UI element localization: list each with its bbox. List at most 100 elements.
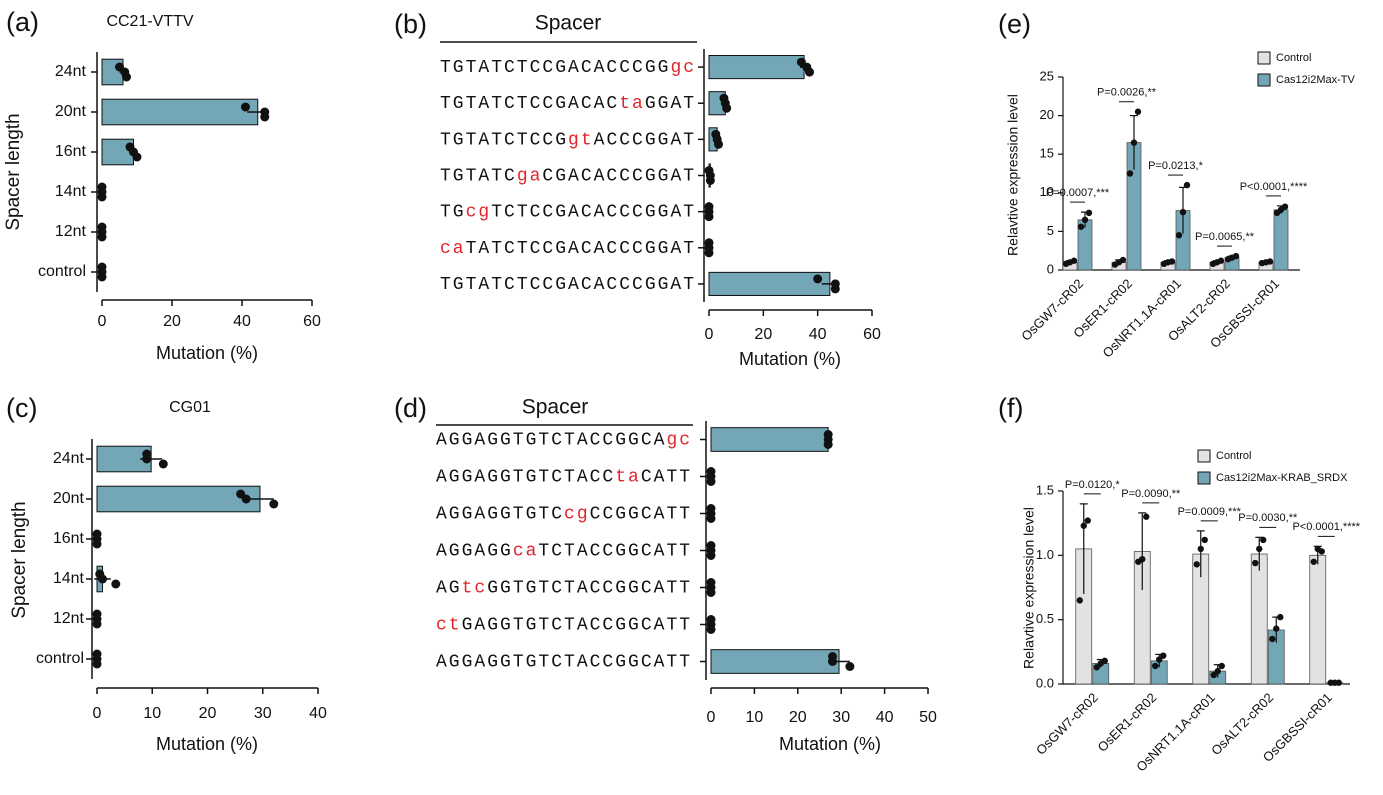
replicate-dot [1318, 548, 1325, 555]
bar [101, 98, 259, 126]
category-label: AGGAGGTGTCcgCCGGCATT [436, 504, 692, 524]
panel-label: (b) [394, 9, 427, 39]
replicate-dot [1168, 258, 1176, 265]
significance-label: P=0.0007,*** [1046, 187, 1110, 199]
replicate-dot [722, 103, 732, 113]
column-header: Spacer [522, 396, 589, 419]
category-label: TGTATCgaCGACACCCGGAT [440, 166, 696, 186]
significance-label: P=0.0009,*** [1178, 506, 1242, 518]
category-label: caTATCTCCGACACCCGGAT [440, 239, 696, 259]
sequence-part: ACCCGGAT [594, 130, 696, 150]
replicate-dot [845, 662, 855, 671]
sequence-part: ta [619, 94, 645, 114]
y-axis-label: Relavtive expression level [1005, 94, 1021, 256]
legend-label: Cas12i2Max-KRAB_SRDX [1216, 472, 1348, 484]
replicate-dot [1281, 203, 1289, 210]
replicate-dot [111, 579, 121, 589]
sequence-part: TGTATC [440, 166, 517, 186]
y-tick-label: 0.0 [1036, 675, 1054, 690]
replicate-dot [704, 212, 714, 222]
sequence-part: TGTATCTCCGACAC [440, 94, 619, 114]
sequence-part: GGTGTCTACCGGCATT [487, 578, 692, 598]
x-tick-label: 30 [832, 709, 850, 726]
significance-label: P<0.0001,**** [1292, 521, 1360, 533]
significance-label: P=0.0026,** [1097, 87, 1157, 99]
chart-title: CC21-VTTV [106, 13, 193, 30]
y-tick-label: 0.5 [1036, 611, 1054, 626]
replicate-dot [704, 248, 714, 258]
category-label: 12nt [53, 610, 85, 627]
category-label: 12nt [55, 223, 87, 240]
replicate-dot [1156, 656, 1163, 663]
x-tick-label: 10 [746, 709, 764, 726]
x-tick-label: 0 [98, 313, 107, 330]
category-label: 14nt [53, 570, 85, 587]
y-axis-label: Spacer length [9, 501, 30, 618]
replicate-dot [1218, 662, 1225, 670]
significance-label: P=0.0120,* [1065, 479, 1120, 491]
replicate-dot [1252, 559, 1259, 567]
x-tick-label: 20 [199, 705, 217, 722]
sequence-part: AGGAGGTGTCTACCGGCATT [436, 652, 692, 672]
replicate-dot [1101, 657, 1108, 665]
y-tick-label: 10 [1040, 184, 1054, 199]
replicate-dot [1070, 257, 1078, 264]
x-tick-label: 0 [705, 326, 714, 343]
replicate-dot [132, 152, 142, 162]
sequence-part: cg [466, 202, 492, 222]
replicate-dot [1081, 216, 1089, 224]
replicate-dot [1193, 561, 1200, 568]
sequence-part: ca [440, 239, 466, 259]
category-label: 24nt [53, 450, 85, 467]
replicate-dot [1260, 536, 1267, 544]
legend-swatch [1257, 73, 1271, 87]
sequence-part: ga [517, 166, 543, 186]
sequence-part: TCTACCGGCATT [538, 541, 692, 561]
replicate-dot [1076, 597, 1083, 604]
replicate-dot [706, 551, 716, 560]
y-axis-label: Relavtive expression level [1021, 507, 1037, 669]
bar [96, 485, 261, 513]
x-tick-label: 0 [707, 709, 716, 726]
sequence-part: TATCTCCGACACCCGGAT [466, 239, 696, 259]
bar [708, 55, 805, 80]
sequence-part: GAGGTGTCTACCGGCATT [462, 615, 692, 635]
category-label: TGTATCTCCGgtACCCGGAT [440, 130, 696, 150]
x-tick-label: 60 [863, 326, 881, 343]
category-label: TGTATCTCCGACACCCGGAT [440, 275, 696, 295]
replicate-dot [1210, 671, 1217, 679]
replicate-dot [1217, 257, 1225, 264]
y-tick-label: 5 [1047, 223, 1054, 238]
category-label: TGcgTCTCCGACACCCGGAT [440, 202, 696, 222]
replicate-dot [1179, 208, 1187, 216]
panel-label: (d) [394, 393, 427, 423]
replicate-dot [1119, 256, 1127, 264]
replicate-dot [1077, 223, 1085, 230]
sequence-part: GGAT [645, 94, 696, 114]
y-tick-label: 15 [1040, 146, 1054, 161]
replicate-dot [1126, 170, 1134, 177]
category-label: 20nt [53, 490, 85, 507]
sequence-part: gc [670, 58, 696, 78]
bar [710, 649, 840, 674]
replicate-dot [97, 192, 107, 202]
replicate-dot [714, 139, 724, 149]
sequence-part: ca [513, 541, 539, 561]
bar [1309, 554, 1327, 685]
significance-label: P=0.0090,** [1121, 488, 1181, 500]
category-label: 16nt [55, 143, 87, 160]
replicate-dot [1093, 664, 1100, 671]
panel-label: (f) [998, 393, 1023, 423]
replicate-dot [92, 539, 102, 549]
y-tick-label: 1.5 [1036, 482, 1054, 497]
x-axis-label: Mutation (%) [779, 734, 881, 754]
replicate-dot [1214, 667, 1221, 675]
replicate-dot [1143, 513, 1150, 520]
replicate-dot [92, 659, 102, 669]
category-label: TGTATCTCCGACACtaGGAT [440, 94, 696, 114]
replicate-dot [1266, 258, 1274, 265]
panel-label: (a) [6, 7, 39, 37]
panel-label: (e) [998, 9, 1031, 39]
x-tick-label: 10 [143, 705, 161, 722]
replicate-dot [1084, 517, 1091, 524]
